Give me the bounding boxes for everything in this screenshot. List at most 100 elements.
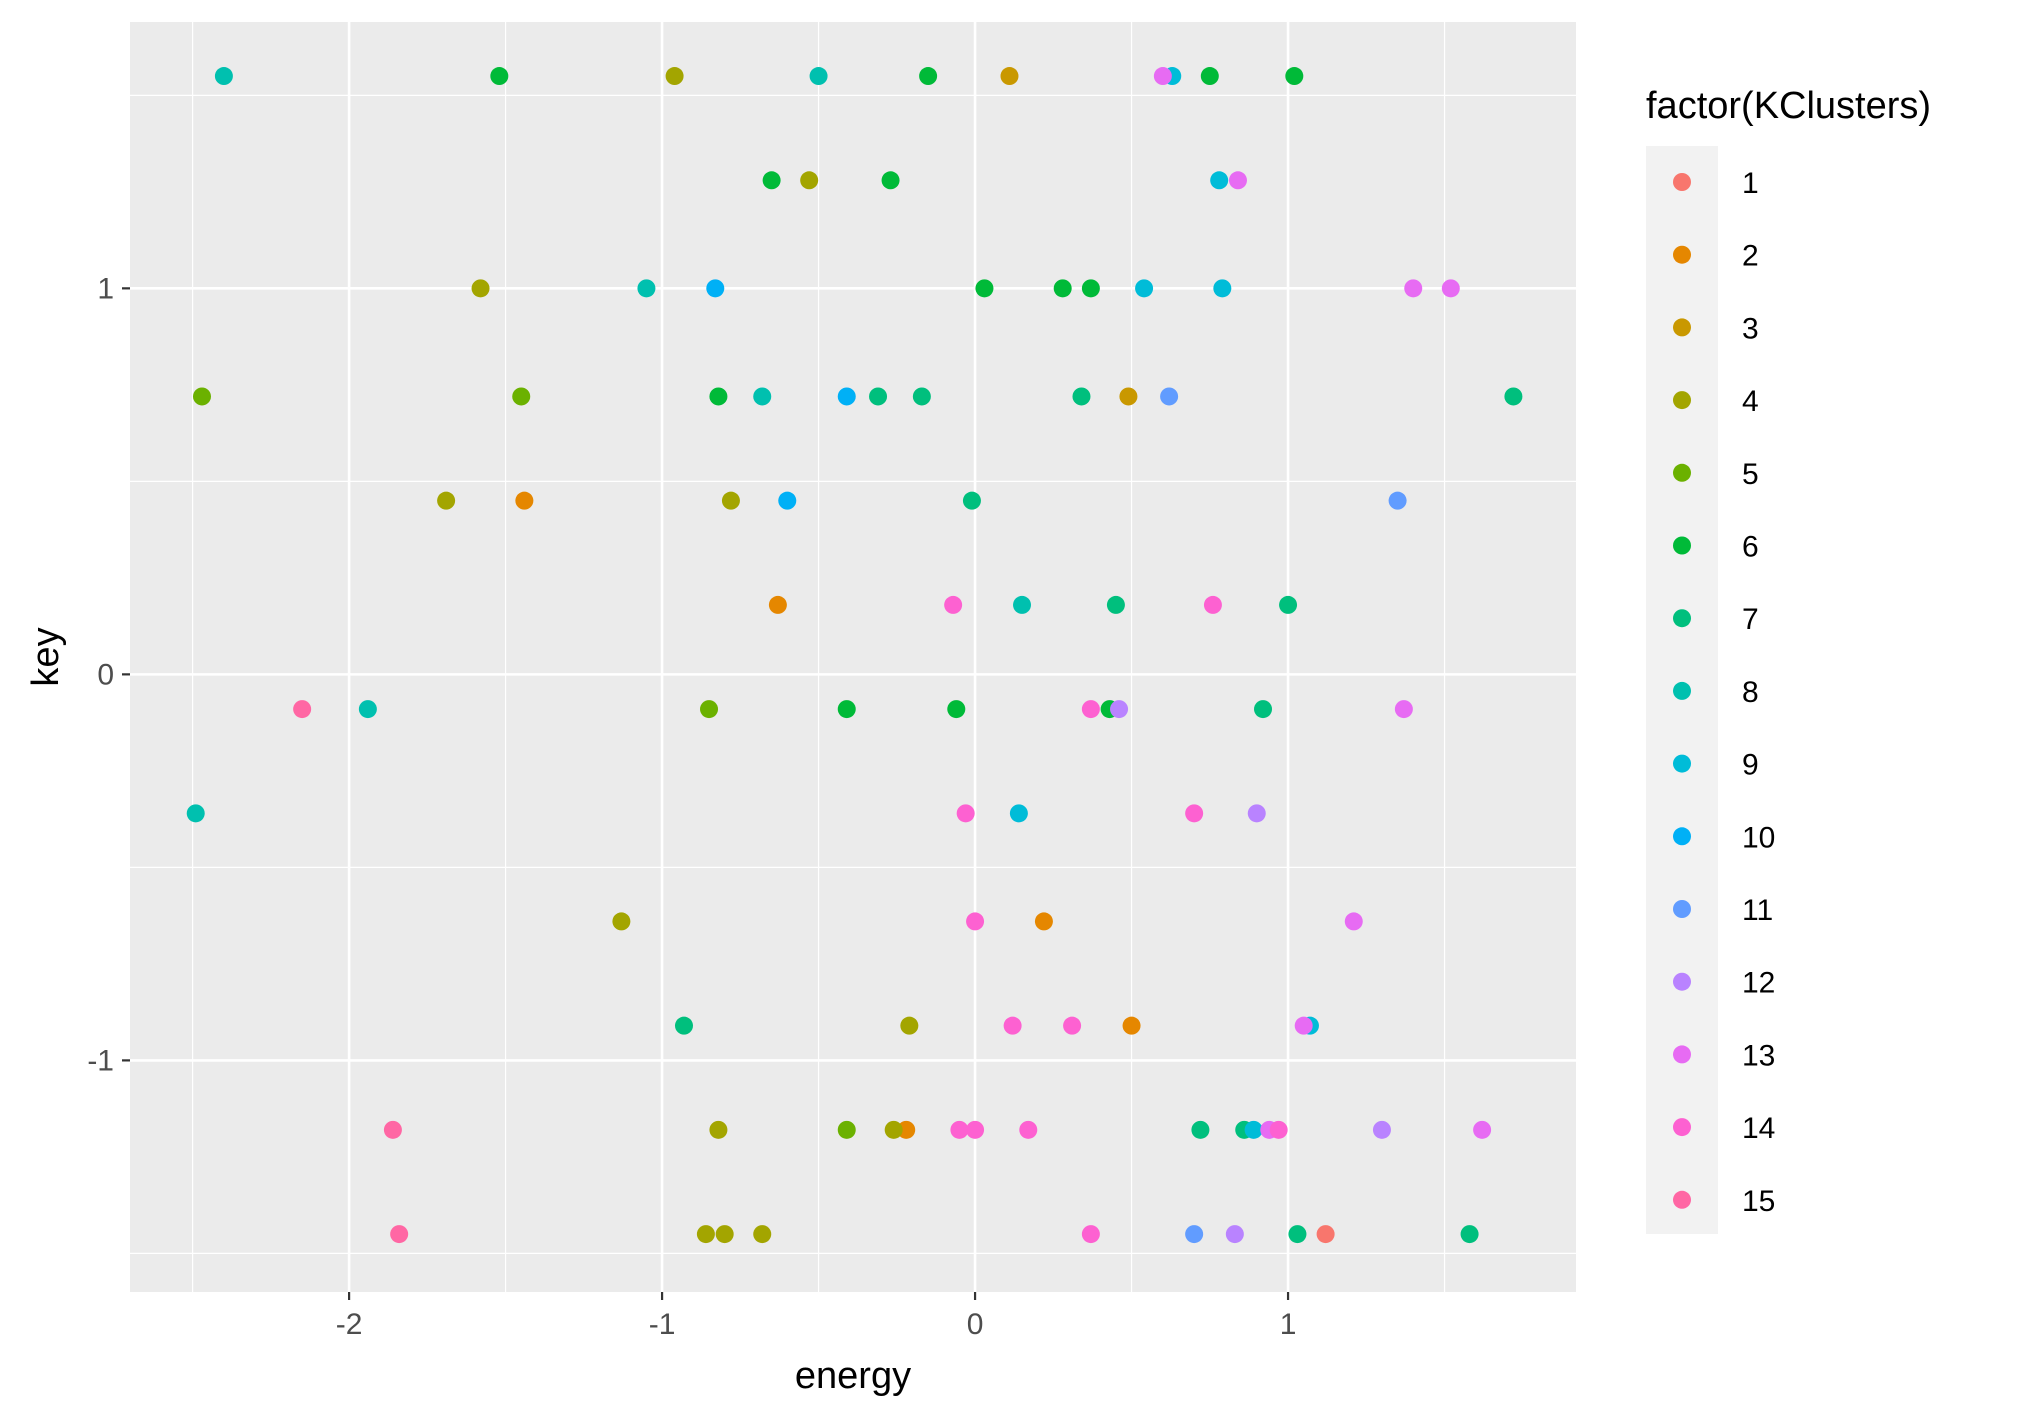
point-cluster-11 (1185, 1225, 1204, 1244)
point-cluster-15 (383, 1120, 402, 1139)
legend-label-2: 2 (1742, 240, 1759, 273)
data-points (186, 67, 1523, 1244)
point-cluster-6 (947, 700, 966, 719)
point-cluster-6 (709, 387, 728, 406)
point-cluster-1 (1316, 1225, 1335, 1244)
point-cluster-14 (1081, 1225, 1100, 1244)
legend-label-9: 9 (1742, 749, 1759, 782)
legend-label-4: 4 (1742, 385, 1759, 418)
x-tick-label: 0 (967, 1308, 984, 1341)
point-cluster-11 (1388, 491, 1407, 510)
point-cluster-2 (1034, 912, 1053, 931)
panel-background (130, 22, 1576, 1292)
legend-label-3: 3 (1742, 312, 1759, 345)
point-cluster-4 (900, 1016, 919, 1035)
point-cluster-7 (1072, 387, 1091, 406)
point-cluster-2 (1122, 1016, 1141, 1035)
point-cluster-7 (962, 491, 981, 510)
legend-key-5 (1673, 463, 1691, 482)
point-cluster-9 (1210, 171, 1229, 190)
legend-key-3 (1673, 318, 1691, 337)
legend-key-9 (1673, 754, 1691, 773)
point-cluster-4 (753, 1225, 772, 1244)
legend-title: factor(KClusters) (1646, 85, 1931, 127)
point-cluster-12 (1372, 1120, 1391, 1139)
legend-key-11 (1673, 900, 1691, 918)
legend-label-10: 10 (1742, 821, 1775, 854)
point-cluster-9 (1135, 279, 1154, 298)
legend-label-15: 15 (1742, 1185, 1775, 1218)
point-cluster-9 (1244, 1120, 1263, 1139)
legend-label-7: 7 (1742, 603, 1759, 636)
point-cluster-2 (768, 595, 787, 614)
legend-key-1 (1673, 173, 1691, 191)
point-cluster-4 (715, 1225, 734, 1244)
legend-key-14 (1673, 1118, 1691, 1137)
legend-key-8 (1673, 681, 1691, 700)
point-cluster-5 (512, 387, 531, 406)
x-tick-label: -2 (336, 1308, 363, 1341)
point-cluster-7 (1460, 1225, 1479, 1244)
point-cluster-7 (912, 387, 931, 406)
legend-label-8: 8 (1742, 676, 1759, 709)
legend-key-6 (1673, 536, 1691, 555)
legend-key-2 (1673, 245, 1691, 264)
point-cluster-7 (869, 387, 888, 406)
point-cluster-4 (696, 1225, 715, 1244)
legend-label-11: 11 (1742, 894, 1773, 927)
point-cluster-12 (1110, 700, 1129, 719)
point-cluster-7 (674, 1016, 693, 1035)
point-cluster-2 (897, 1120, 916, 1139)
point-cluster-14 (956, 804, 975, 823)
point-cluster-5 (192, 387, 211, 406)
point-cluster-10 (837, 387, 856, 406)
point-cluster-5 (700, 700, 719, 719)
point-cluster-7 (1254, 700, 1273, 719)
x-tick-label: -1 (649, 1308, 676, 1341)
point-cluster-4 (884, 1120, 903, 1139)
point-cluster-7 (1106, 595, 1125, 614)
point-cluster-8 (1013, 595, 1032, 614)
legend-key-15 (1673, 1190, 1691, 1209)
y-axis-label: key (25, 627, 67, 686)
point-cluster-8 (214, 67, 233, 86)
point-cluster-14 (1203, 595, 1222, 614)
point-cluster-8 (753, 387, 772, 406)
point-cluster-4 (721, 491, 740, 510)
point-cluster-12 (1225, 1225, 1244, 1244)
point-cluster-7 (1279, 595, 1298, 614)
point-cluster-14 (1269, 1120, 1288, 1139)
point-cluster-10 (706, 279, 725, 298)
legend-label-6: 6 (1742, 531, 1759, 564)
point-cluster-14 (944, 595, 963, 614)
point-cluster-6 (762, 171, 781, 190)
point-cluster-10 (778, 491, 797, 510)
point-cluster-12 (1247, 804, 1266, 823)
legend-key-12 (1673, 972, 1691, 991)
point-cluster-14 (1019, 1120, 1038, 1139)
legend-label-14: 14 (1742, 1112, 1775, 1145)
point-cluster-3 (1119, 387, 1138, 406)
point-cluster-6 (1200, 67, 1219, 86)
point-cluster-14 (1185, 804, 1204, 823)
legend-label-5: 5 (1742, 458, 1759, 491)
point-cluster-14 (1081, 700, 1100, 719)
point-cluster-14 (1003, 1016, 1022, 1035)
point-cluster-14 (966, 912, 985, 931)
point-cluster-6 (837, 700, 856, 719)
point-cluster-8 (358, 700, 377, 719)
point-cluster-14 (950, 1120, 969, 1139)
point-cluster-15 (293, 700, 312, 719)
point-cluster-7 (1191, 1120, 1210, 1139)
point-cluster-3 (1000, 67, 1019, 86)
grid-major (130, 22, 1576, 1292)
legend-key-7 (1673, 609, 1691, 628)
x-axis-label: energy (795, 1355, 911, 1397)
legend-key-13 (1673, 1045, 1691, 1064)
point-cluster-4 (800, 171, 819, 190)
point-cluster-11 (1160, 387, 1179, 406)
legend-label-12: 12 (1742, 967, 1775, 1000)
